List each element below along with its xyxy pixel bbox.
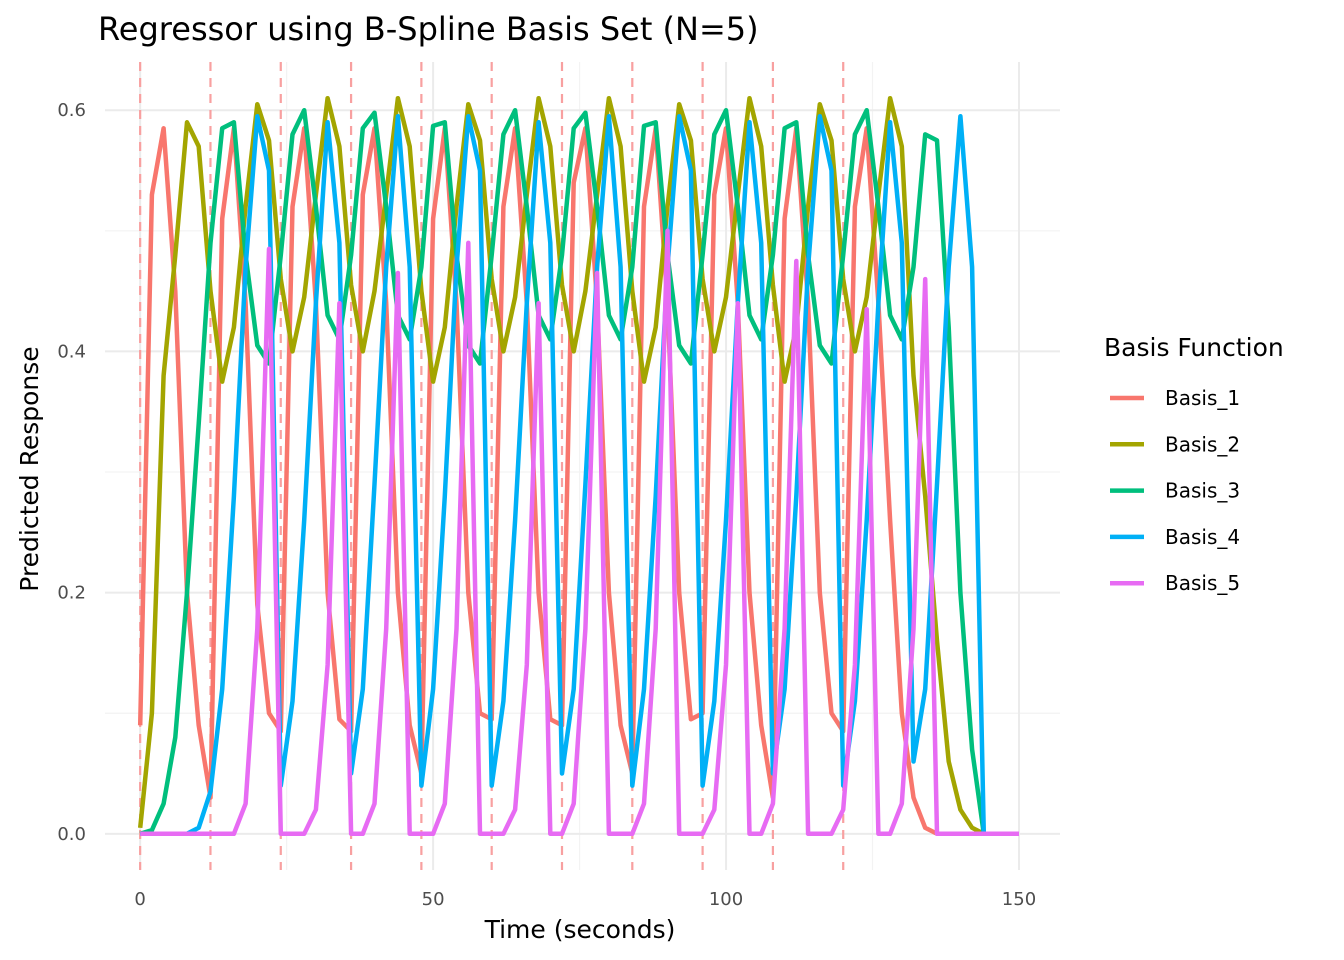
- x-tick-labels: 0 50 100 150: [134, 889, 1036, 910]
- series-lines: [137, 95, 1019, 837]
- legend-label: Basis_4: [1165, 525, 1240, 549]
- series-line-basis-1: [137, 126, 1019, 837]
- y-tick-label: 0.6: [57, 100, 86, 121]
- x-axis-title: Time (seconds): [484, 915, 676, 944]
- x-tick-label: 100: [709, 889, 743, 910]
- y-tick-label: 0.2: [57, 583, 86, 604]
- y-tick-labels: 0.0 0.2 0.4 0.6: [57, 100, 86, 845]
- legend-item: Basis_3: [1110, 479, 1240, 503]
- y-tick-label: 0.4: [57, 341, 86, 362]
- y-axis-title: Predicted Response: [15, 346, 44, 591]
- series-line-basis-3: [139, 107, 1019, 837]
- legend-label: Basis_2: [1165, 432, 1240, 456]
- x-tick-label: 150: [1002, 889, 1036, 910]
- y-tick-label: 0.0: [57, 824, 86, 845]
- x-tick-label: 0: [134, 889, 145, 910]
- legend-item: Basis_1: [1110, 386, 1240, 410]
- legend-label: Basis_3: [1165, 479, 1240, 503]
- legend-item: Basis_2: [1110, 432, 1240, 456]
- legend-item: Basis_5: [1110, 571, 1240, 595]
- legend: Basis_1 Basis_2 Basis_3 Basis_4 Basis_5: [1110, 386, 1240, 595]
- series-line-basis-5: [140, 228, 1019, 837]
- x-tick-label: 50: [422, 889, 445, 910]
- series-line-basis-2: [137, 95, 1019, 837]
- legend-label: Basis_1: [1165, 386, 1240, 410]
- series-line-basis-4: [140, 114, 1019, 837]
- legend-item: Basis_4: [1110, 525, 1240, 549]
- legend-title: Basis Function: [1104, 333, 1284, 362]
- chart-title: Regressor using B-Spline Basis Set (N=5): [98, 10, 759, 48]
- legend-label: Basis_5: [1165, 571, 1240, 595]
